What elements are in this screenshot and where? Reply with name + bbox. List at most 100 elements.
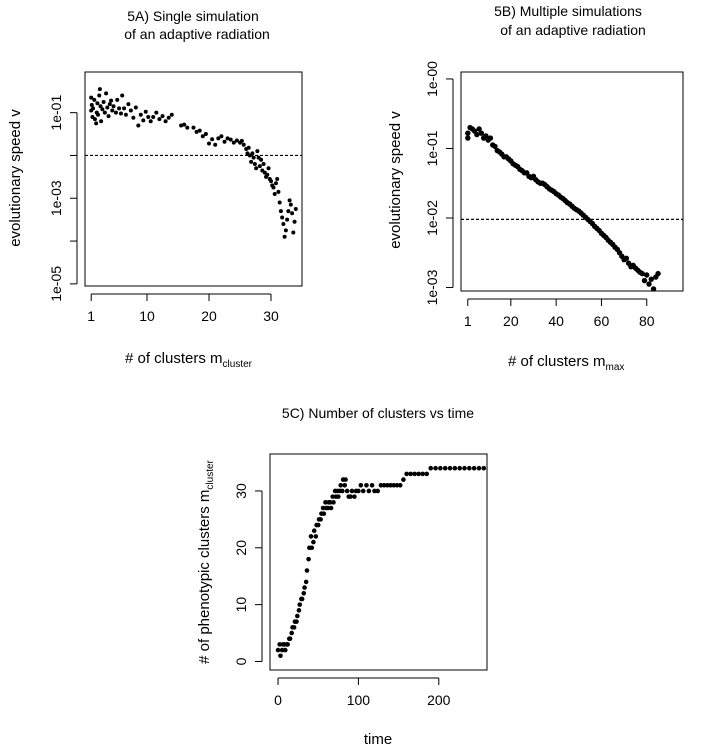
- panel-c-data-point: [297, 602, 303, 607]
- panel-c-data-point: [321, 511, 327, 516]
- panel-b-y-tick-label: 1e-01: [424, 130, 440, 166]
- panel-a-data-point: [219, 134, 224, 139]
- panel-a: 5A) Single simulation of an adaptive rad…: [7, 8, 303, 370]
- panel-c-marks: 0 100 200 0 10 20 30: [233, 465, 487, 708]
- panel-b-y-tick-label: 1e-02: [424, 200, 440, 236]
- panel-a-x-tick-label: 30: [263, 308, 279, 324]
- panel-a-data-point: [110, 108, 115, 113]
- panel-c-data-point: [372, 488, 377, 494]
- panel-a-data-point: [216, 136, 221, 141]
- panel-a-data-point: [123, 112, 128, 117]
- panel-c-data-point: [289, 630, 295, 636]
- panel-c-data-point: [397, 482, 403, 488]
- panel-c-data-point: [378, 482, 384, 488]
- panel-a-data-point: [293, 206, 298, 211]
- panel-a-x-tick-label: 10: [139, 308, 155, 324]
- panel-b-data-point: [639, 270, 645, 277]
- panel-c-data-point: [296, 608, 302, 613]
- panel-a-data-point: [259, 157, 264, 162]
- panel-a-data-point: [285, 217, 290, 222]
- panel-c-data-point: [349, 488, 355, 494]
- panel-a-data-point: [114, 110, 118, 115]
- panel-b-title: 5B) Multiple simulations: [494, 3, 642, 19]
- panel-a-data-point: [275, 177, 280, 181]
- panel-c-data-point: [394, 482, 400, 488]
- panel-c-data-point: [331, 500, 336, 505]
- panel-c-data-point: [360, 488, 366, 494]
- panel-b-data-point: [487, 135, 494, 141]
- panel-b-data-point: [492, 143, 498, 150]
- panel-a-data-point: [92, 117, 97, 122]
- panel-c-data-point: [467, 465, 472, 471]
- panel-b-data-point: [641, 277, 648, 284]
- panel-b-data-point: [646, 281, 652, 287]
- panel-a-ylabel: evolutionary speed v: [7, 109, 24, 247]
- panel-a-data-point: [101, 99, 106, 104]
- panel-b-x-tick-label: 20: [503, 313, 519, 329]
- panel-c-data-point: [358, 482, 364, 488]
- panel-c-data-point: [348, 494, 353, 499]
- panel-a-data-point: [241, 142, 246, 147]
- panel-a-data-point: [100, 107, 105, 112]
- panel-a-data-point: [287, 198, 292, 203]
- panel-c-data-point: [311, 528, 317, 534]
- panel-c-data-point: [471, 465, 477, 471]
- panel-c-x-tick-label: 200: [427, 692, 451, 708]
- panel-a-data-point: [94, 121, 99, 126]
- panel-a-marks: 1 10 20 30 1e-01 1e-03 1e-05: [48, 87, 302, 324]
- panel-c-data-point: [356, 488, 361, 494]
- panel-a-data-point: [131, 115, 136, 120]
- panel-a-data-point: [286, 209, 291, 214]
- panel-c-y-tick-label: 20: [233, 540, 249, 556]
- panel-a-data-point: [185, 125, 190, 130]
- panel-b-data-point: [476, 126, 482, 132]
- panel-b-x-tick-label: 40: [548, 313, 564, 329]
- panel-c-data-point: [344, 488, 350, 494]
- panel-a-data-point: [272, 191, 277, 196]
- panel-a-data-point: [115, 97, 120, 102]
- panel-c-data-point: [291, 625, 297, 630]
- panel-a-data-point: [292, 219, 297, 224]
- panel-a-data-point: [200, 134, 205, 139]
- panel-a-data-point: [102, 110, 107, 115]
- panel-a-data-point: [151, 114, 156, 119]
- panel-b-data-point: [648, 276, 654, 282]
- panel-a-data-point: [282, 234, 287, 239]
- panel-c-data-point: [424, 471, 430, 477]
- panel-c-data-point: [375, 488, 380, 494]
- panel-c-data-point: [428, 465, 434, 471]
- panel-c-data-point: [309, 545, 315, 551]
- panel-c-data-point: [318, 517, 323, 522]
- panel-c-x-tick-label: 100: [347, 692, 371, 708]
- panel-c-data-point: [304, 568, 310, 573]
- panel-b-y-tick-label: 1e-00: [424, 61, 440, 97]
- panel-a-data-point: [97, 87, 102, 92]
- panel-a-plot-frame: [84, 71, 303, 287]
- panel-b-data-point: [644, 272, 650, 278]
- panel-c-data-point: [320, 505, 326, 511]
- panel-a-data-point: [266, 166, 271, 171]
- panel-b-x-tick-label: 1: [464, 313, 472, 329]
- panel-a-data-point: [281, 221, 286, 226]
- panel-c-data-point: [308, 534, 314, 539]
- panel-c-data-point: [327, 500, 333, 505]
- panel-a-data-point: [291, 230, 296, 235]
- panel-a-data-point: [273, 181, 278, 186]
- panel-c-xlabel: time: [364, 731, 392, 748]
- panel-a-data-point: [104, 91, 109, 96]
- panel-c-data-point: [462, 465, 467, 471]
- panel-b-data-point: [483, 133, 489, 139]
- panel-a-data-point: [111, 104, 116, 109]
- panel-c-data-point: [315, 522, 321, 528]
- panel-a-data-point: [157, 117, 162, 122]
- panel-a-data-point: [141, 118, 146, 123]
- panel-a-data-point: [257, 164, 262, 169]
- panel-a-data-point: [122, 106, 127, 111]
- panel-c-data-point: [330, 494, 335, 499]
- panel-a-data-point: [148, 119, 153, 124]
- panel-a-data-point: [265, 172, 270, 177]
- panel-a-data-point: [98, 104, 103, 109]
- panel-c-y-tick-label: 30: [233, 483, 249, 499]
- panel-a-data-point: [288, 202, 293, 207]
